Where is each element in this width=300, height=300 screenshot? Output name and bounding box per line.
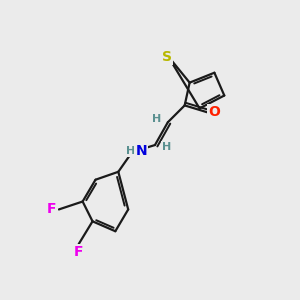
- Text: H: H: [126, 146, 135, 156]
- Text: O: O: [208, 105, 220, 119]
- Text: N: N: [135, 144, 147, 158]
- Text: F: F: [74, 245, 83, 259]
- Text: H: H: [152, 114, 162, 124]
- Text: F: F: [47, 202, 57, 216]
- Text: H: H: [162, 142, 172, 152]
- Text: S: S: [162, 50, 172, 64]
